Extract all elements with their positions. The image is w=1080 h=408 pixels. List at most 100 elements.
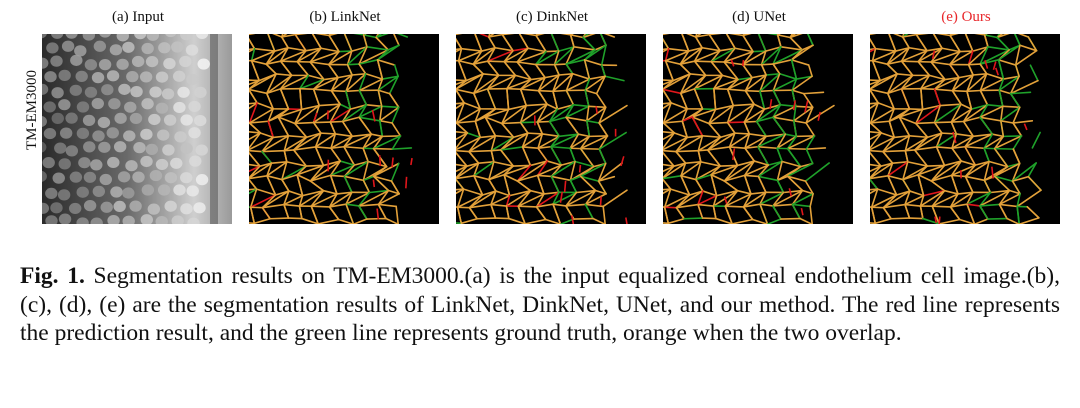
cell-boundary-segment	[757, 133, 787, 148]
cell-boundary-segment	[680, 162, 687, 177]
cell-boundary-segment	[456, 73, 484, 91]
cell-boundary-segment	[708, 34, 721, 52]
cell-boundary-segment	[908, 135, 929, 139]
cell-boundary-segment	[870, 88, 879, 104]
cell-boundary-segment	[979, 63, 988, 75]
cell-boundary-segment	[346, 63, 360, 66]
cell-blob	[83, 141, 96, 153]
cell-boundary-segment	[377, 192, 400, 206]
cell-boundary-segment	[358, 59, 379, 65]
cell-boundary-segment	[366, 46, 389, 51]
cell-boundary-segment	[285, 161, 308, 167]
cell-boundary-segment	[744, 74, 767, 92]
cell-boundary-segment	[516, 180, 532, 192]
cell-boundary-segment	[964, 145, 977, 166]
cell-boundary-segment	[521, 132, 529, 148]
cell-boundary-segment	[706, 146, 731, 151]
cell-blob	[90, 217, 103, 224]
cell-blob	[163, 58, 176, 70]
cell-boundary-segment	[597, 175, 616, 182]
cell-blob	[83, 200, 97, 212]
cell-boundary-segment	[870, 178, 879, 190]
cell-boundary-segment	[536, 174, 545, 195]
prediction-spur	[938, 216, 941, 224]
cell-boundary-segment	[967, 63, 974, 76]
cell-boundary-segment	[694, 36, 703, 49]
cell-boundary-segment	[765, 133, 787, 138]
cell-boundary-segment	[786, 175, 804, 192]
cell-boundary-segment	[249, 102, 258, 124]
cell-boundary-segment	[915, 104, 942, 125]
cell-boundary-segment	[964, 34, 974, 52]
cell-boundary-segment	[877, 102, 895, 110]
cell-boundary-segment	[487, 34, 504, 38]
cell-boundary-segment	[901, 34, 909, 38]
cell-boundary-segment	[584, 89, 598, 95]
cell-boundary-segment	[337, 218, 355, 224]
cell-boundary-segment	[569, 147, 576, 163]
cell-boundary-segment	[790, 44, 814, 61]
cell-boundary-segment	[310, 205, 319, 224]
cell-boundary-segment	[460, 217, 478, 224]
cell-blob	[65, 145, 79, 157]
cell-boundary-segment	[505, 194, 511, 207]
cell-boundary-segment	[772, 78, 798, 92]
cell-boundary-segment	[1009, 79, 1039, 95]
cell-boundary-segment	[760, 63, 767, 76]
cell-boundary-segment	[249, 136, 274, 151]
cell-boundary-segment	[979, 72, 988, 92]
cell-boundary-segment	[456, 188, 465, 209]
cell-blob	[172, 70, 186, 82]
cell-boundary-segment	[795, 75, 813, 80]
cell-boundary-segment	[522, 34, 537, 37]
cell-boundary-segment	[482, 73, 500, 77]
cell-boundary-segment	[256, 102, 274, 110]
cell-boundary-segment	[508, 189, 532, 197]
cell-blob	[113, 141, 127, 153]
cell-blob	[107, 214, 120, 224]
cell-boundary-segment	[870, 79, 881, 86]
prediction-spur	[625, 217, 628, 224]
cell-boundary-segment	[1018, 217, 1040, 224]
cell-boundary-segment	[870, 188, 879, 209]
cell-boundary-segment	[249, 188, 258, 191]
cell-boundary-segment	[343, 175, 353, 194]
cell-boundary-segment	[565, 203, 587, 207]
ours-result-image	[870, 34, 1060, 224]
cell-boundary-segment	[951, 135, 975, 150]
cell-boundary-segment	[964, 145, 985, 150]
cell-boundary-segment	[288, 190, 304, 197]
cell-boundary-segment	[292, 146, 317, 151]
cell-boundary-segment	[693, 74, 724, 90]
prediction-spur	[405, 176, 408, 189]
cell-boundary-segment	[979, 78, 1005, 92]
cell-boundary-segment	[667, 47, 690, 52]
cell-boundary-segment	[931, 205, 940, 224]
cell-boundary-segment	[694, 34, 711, 38]
cell-blob	[42, 115, 47, 127]
cell-boundary-segment	[719, 47, 736, 52]
cell-boundary-segment	[249, 79, 260, 86]
cell-blob	[58, 69, 71, 81]
cell-boundary-segment	[265, 50, 276, 65]
cell-blob	[134, 34, 147, 40]
cell-boundary-segment	[535, 34, 545, 37]
cell-boundary-segment	[939, 103, 962, 107]
cell-boundary-segment	[301, 217, 319, 224]
cell-boundary-segment	[582, 36, 596, 51]
cell-boundary-segment	[886, 46, 910, 65]
cell-blob	[141, 42, 154, 55]
cell-boundary-segment	[922, 217, 940, 224]
cell-boundary-segment	[558, 72, 574, 76]
cell-boundary-segment	[986, 104, 1004, 108]
cell-boundary-segment	[552, 74, 560, 93]
cell-boundary-segment	[265, 73, 277, 95]
cell-boundary-segment	[951, 74, 974, 92]
cell-boundary-segment	[979, 46, 989, 65]
cell-boundary-segment	[314, 146, 332, 150]
cell-boundary-segment	[535, 206, 547, 221]
cell-boundary-segment	[736, 160, 756, 167]
cell-blob	[91, 72, 105, 84]
cell-boundary-segment	[791, 203, 811, 208]
cell-blob	[180, 142, 193, 155]
